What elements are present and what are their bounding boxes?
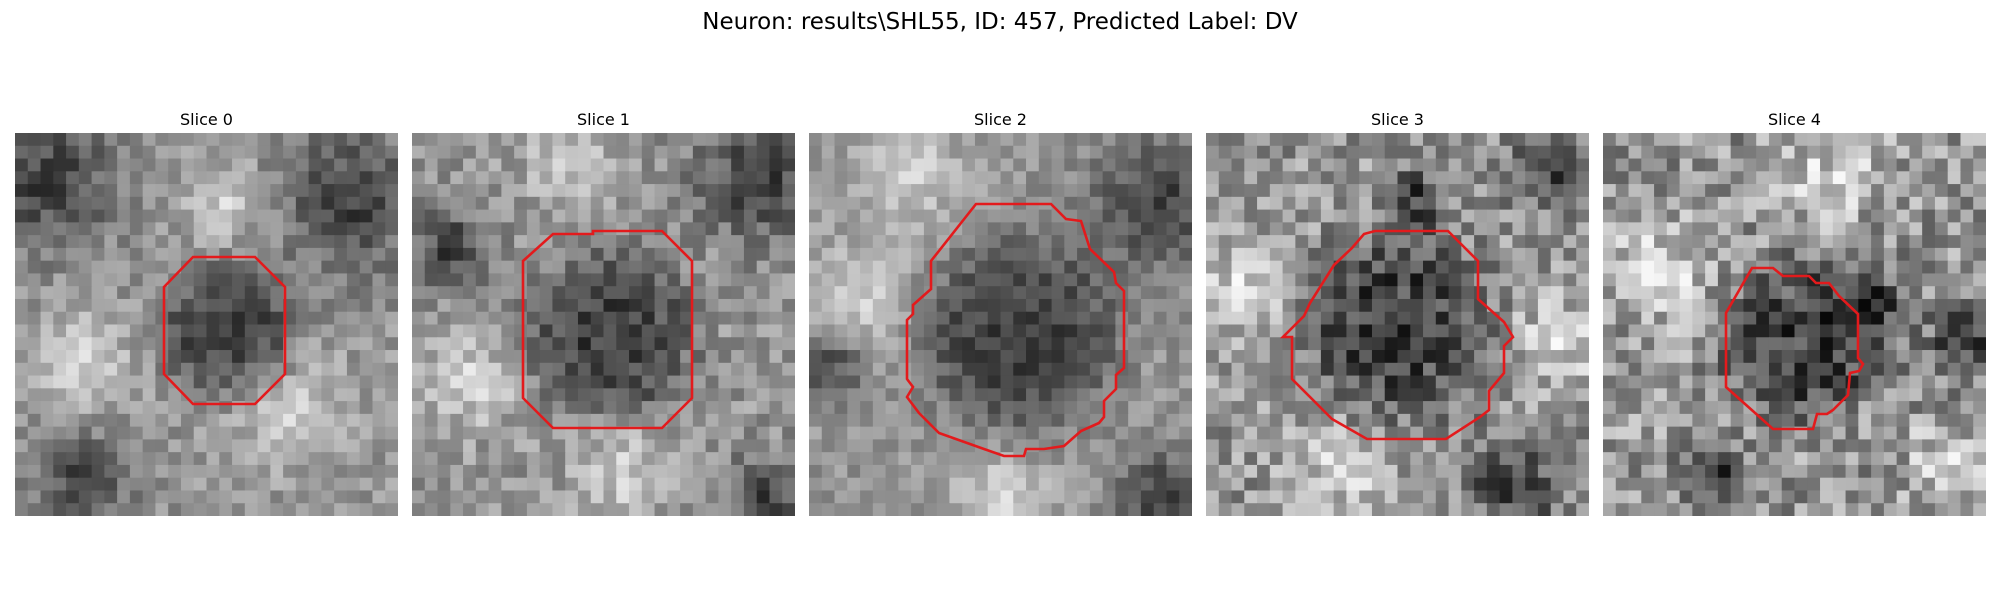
slice-title-3: Slice 3	[1371, 110, 1424, 129]
slice-image-3	[1206, 133, 1589, 516]
slice-image-2-pixels	[809, 133, 1192, 516]
slice-panel-1: Slice 1	[412, 109, 795, 516]
slice-panel-4: Slice 4	[1603, 109, 1986, 516]
slice-image-3-pixels	[1206, 133, 1589, 516]
slice-title-4: Slice 4	[1768, 110, 1821, 129]
neuron-contour-0	[162, 255, 287, 406]
slice-image-4-pixels	[1603, 133, 1986, 516]
slice-title-2: Slice 2	[974, 110, 1027, 129]
slice-image-0-pixels	[15, 133, 398, 516]
slice-image-0	[15, 133, 398, 516]
slice-panel-2: Slice 2	[809, 109, 1192, 516]
neuron-contour-3	[1279, 229, 1515, 441]
slice-image-1	[412, 133, 795, 516]
neuron-contour-1	[521, 229, 694, 430]
slice-image-2	[809, 133, 1192, 516]
figure-title: Neuron: results\SHL55, ID: 457, Predicte…	[702, 9, 1298, 35]
slice-image-1-pixels	[412, 133, 795, 516]
slice-image-4	[1603, 133, 1986, 516]
slice-title-1: Slice 1	[577, 110, 630, 129]
slice-title-0: Slice 0	[180, 110, 233, 129]
slice-panel-3: Slice 3	[1206, 109, 1589, 516]
neuron-contour-4	[1724, 266, 1865, 431]
slice-panel-0: Slice 0	[15, 109, 398, 516]
neuron-contour-2	[905, 202, 1126, 458]
